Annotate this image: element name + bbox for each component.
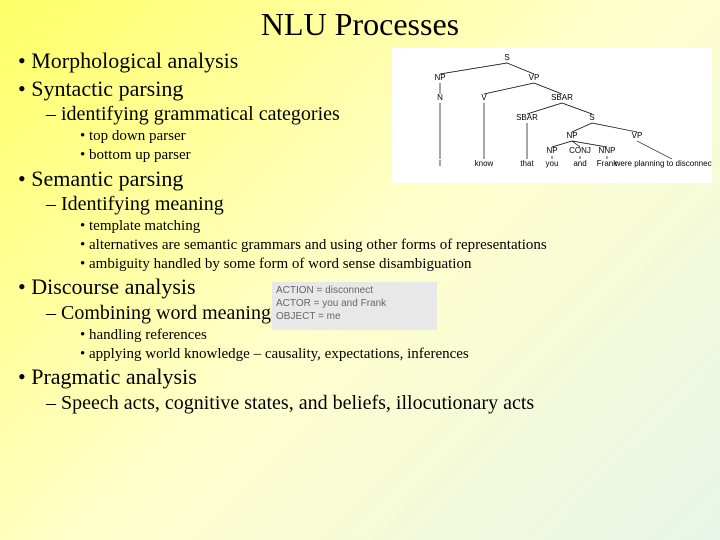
svg-text:SBAR: SBAR (551, 93, 573, 102)
bullet-pragmatic: Pragmatic analysis (18, 363, 720, 391)
svg-text:NP: NP (434, 73, 445, 82)
svg-text:I: I (439, 159, 441, 168)
bullet-pragmatic-sub: Speech acts, cognitive states, and belie… (18, 391, 720, 416)
bullet-syntactic-sub-text: identifying grammatical categories (61, 103, 340, 125)
svg-text:VP: VP (632, 131, 643, 140)
sem-line-2: ACTOR = you and Frank (276, 297, 433, 310)
bullet-text: template matching (89, 218, 200, 234)
bullet-syntactic-text: Syntactic parsing (31, 76, 183, 101)
bullet-semantic-sub: Identifying meaning (18, 192, 720, 217)
bullet-semantic-sub-c: ambiguity handled by some form of word s… (18, 255, 720, 274)
svg-text:CONJ: CONJ (569, 146, 591, 155)
bullet-semantic-sub-text: Identifying meaning (61, 193, 224, 215)
svg-text:NNP: NNP (599, 146, 616, 155)
bullet-morph-text: Morphological analysis (31, 48, 238, 73)
svg-text:that: that (520, 159, 534, 168)
bullet-pragmatic-text: Pragmatic analysis (31, 364, 197, 389)
svg-text:SBAR: SBAR (516, 113, 538, 122)
sem-line-3: OBJECT = me (276, 310, 433, 323)
bullet-text: applying world knowledge – causality, ex… (89, 346, 469, 362)
bullet-text: ambiguity handled by some form of word s… (89, 256, 471, 272)
svg-text:and: and (573, 159, 586, 168)
bullet-pragmatic-sub-text: Speech acts, cognitive states, and belie… (61, 392, 534, 414)
slide-title: NLU Processes (0, 0, 720, 47)
svg-text:N: N (437, 93, 443, 102)
svg-text:know: know (475, 159, 494, 168)
bullet-text: alternatives are semantic grammars and u… (89, 237, 547, 253)
parse-tree-diagram: S NP VP N V SBAR Iknow SBAR Sthat NP VP NP CONJ NNP yo… (392, 48, 712, 183)
bullet-text: top down parser (89, 128, 186, 144)
svg-text:VP: VP (529, 73, 540, 82)
semantic-frame-box: ACTION = disconnect ACTOR = you and Fran… (272, 282, 437, 330)
svg-text:V: V (481, 93, 487, 102)
svg-text:NP: NP (566, 131, 577, 140)
bullet-text: handling references (89, 327, 207, 343)
svg-text:NP: NP (546, 146, 557, 155)
bullet-semantic-text: Semantic parsing (31, 166, 183, 191)
bullet-discourse-sub-b: applying world knowledge – causality, ex… (18, 345, 720, 364)
bullet-semantic-sub-a: template matching (18, 217, 720, 236)
bullet-discourse-text: Discourse analysis (31, 274, 195, 299)
svg-text:you: you (546, 159, 559, 168)
svg-text:S: S (504, 53, 509, 62)
svg-text:were planning to disconnect me: were planning to disconnect me. (614, 159, 712, 168)
bullet-semantic-sub-b: alternatives are semantic grammars and u… (18, 236, 720, 255)
bullet-text: bottom up parser (89, 147, 191, 163)
sem-line-1: ACTION = disconnect (276, 284, 433, 297)
svg-text:S: S (589, 113, 594, 122)
